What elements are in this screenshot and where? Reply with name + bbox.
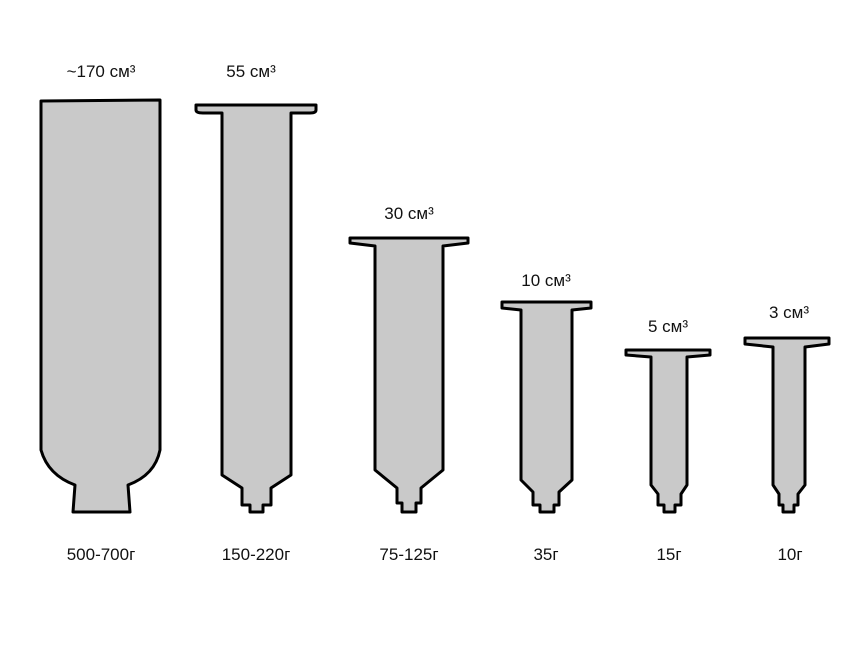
weight-label: 35г <box>533 545 559 564</box>
syringe-3 <box>743 336 831 514</box>
syringe-170 <box>39 98 162 514</box>
syringe-55 <box>194 103 318 514</box>
syringe-30 <box>348 236 470 514</box>
syringe-10 <box>500 300 593 514</box>
volume-label: 10 см³ <box>521 271 571 290</box>
volume-label: 3 см³ <box>768 303 810 322</box>
weight-label: 15г <box>656 545 682 564</box>
volume-label: 5 см³ <box>647 317 689 336</box>
volume-label: 55 см³ <box>226 62 276 81</box>
syringe-5 <box>624 348 712 514</box>
weight-label: 500-700г <box>66 545 136 564</box>
weight-label: 150-220г <box>221 545 291 564</box>
weight-label: 75-125г <box>379 545 439 564</box>
volume-label: 30 см³ <box>384 204 434 223</box>
weight-label: 10г <box>777 545 803 564</box>
volume-label: ~170 см³ <box>66 62 136 81</box>
